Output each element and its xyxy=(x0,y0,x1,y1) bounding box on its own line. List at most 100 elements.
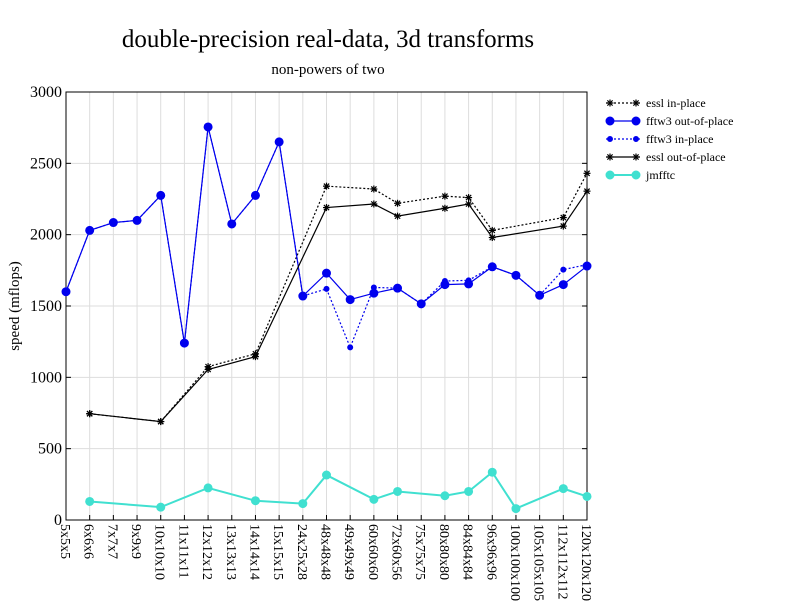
x-tick-label: 100x100x100 xyxy=(507,524,522,601)
data-point xyxy=(86,227,93,234)
data-point xyxy=(203,483,213,493)
legend-item: essl out-of-place xyxy=(606,150,726,164)
data-point xyxy=(559,222,567,230)
legend-item: jmfftc xyxy=(605,168,675,182)
data-point xyxy=(370,185,378,193)
star-stroke xyxy=(394,213,401,220)
legend-label: fftw3 in-place xyxy=(646,132,713,146)
series-line xyxy=(89,173,588,423)
x-tick-label: 49x49x49 xyxy=(341,524,356,580)
y-tick-label: 1500 xyxy=(30,298,62,315)
data-point xyxy=(487,467,497,477)
x-tick-label: 48x48x48 xyxy=(318,524,333,580)
star-stroke xyxy=(394,200,401,207)
legend-marker xyxy=(607,136,613,142)
star-stroke xyxy=(441,205,448,212)
star-stroke xyxy=(370,185,377,193)
data-point xyxy=(394,199,402,207)
star-stroke xyxy=(606,99,614,107)
x-tick-label: 60x60x60 xyxy=(365,524,380,580)
data-point xyxy=(323,204,330,212)
data-point xyxy=(441,192,449,200)
x-tick-label: 75x75x75 xyxy=(412,524,427,580)
data-point xyxy=(394,285,401,292)
data-point xyxy=(488,226,496,234)
data-point xyxy=(322,470,331,480)
x-tick-label: 24x25x28 xyxy=(294,524,309,580)
legend-marker xyxy=(632,153,640,161)
data-point xyxy=(465,277,472,284)
y-tick-label: 3000 xyxy=(30,84,62,101)
star-stroke xyxy=(560,214,567,221)
data-point xyxy=(63,288,69,295)
data-point xyxy=(558,484,568,494)
data-point xyxy=(157,192,164,199)
chart-title: double-precision real-data, 3d transform… xyxy=(121,26,535,53)
data-point xyxy=(465,200,473,208)
star-stroke xyxy=(489,227,496,234)
legend-marker xyxy=(605,116,615,126)
series-line xyxy=(89,470,588,510)
legend-marker xyxy=(632,99,640,107)
data-point xyxy=(181,340,188,347)
data-point xyxy=(345,295,355,305)
x-tick-label: 13x13x13 xyxy=(223,524,238,580)
y-tick-label: 2500 xyxy=(30,155,62,172)
data-point xyxy=(85,496,95,506)
star-stroke xyxy=(323,204,330,211)
data-point xyxy=(582,491,592,501)
y-axis-label: speed (mflops) xyxy=(7,261,23,351)
legend-label: essl in-place xyxy=(646,96,706,110)
data-point xyxy=(512,272,519,279)
data-point xyxy=(465,194,473,202)
star-stroke xyxy=(632,153,640,161)
data-point xyxy=(558,280,568,290)
x-tick-label: 10x10x10 xyxy=(152,524,167,580)
data-point xyxy=(110,219,117,226)
data-point xyxy=(228,220,235,227)
x-tick-label: 14x14x14 xyxy=(246,524,261,580)
data-point xyxy=(252,192,259,199)
star-stroke xyxy=(583,188,591,195)
data-point xyxy=(441,204,449,212)
data-point xyxy=(276,138,283,145)
y-tick-label: 1000 xyxy=(30,369,62,386)
x-tick-label: 84x84x84 xyxy=(460,524,475,580)
series-essl-in-place xyxy=(86,169,591,426)
x-tick-label: 12x12x12 xyxy=(199,524,214,580)
data-point xyxy=(347,344,354,351)
x-tick-label: 5x5x5 xyxy=(57,524,72,559)
data-point xyxy=(489,263,496,270)
data-point xyxy=(323,285,330,292)
data-point xyxy=(134,217,141,224)
x-tick-label: 9x9x9 xyxy=(128,524,143,559)
star-stroke xyxy=(560,223,567,230)
legend-label: jmfftc xyxy=(645,168,675,182)
legend-marker xyxy=(633,136,639,142)
legend-label: essl out-of-place xyxy=(646,150,726,164)
data-point xyxy=(536,292,543,299)
data-point xyxy=(583,169,591,177)
data-point xyxy=(560,266,567,273)
x-tick-label: 112x112x112 xyxy=(554,524,569,599)
data-point xyxy=(156,502,166,512)
star-stroke xyxy=(370,200,377,208)
legend-item: fftw3 in-place xyxy=(606,132,713,146)
data-point xyxy=(464,486,474,496)
star-stroke xyxy=(252,353,259,360)
x-tick-label: 96x96x96 xyxy=(483,524,498,580)
data-point xyxy=(394,212,402,220)
star-stroke xyxy=(205,366,212,373)
star-stroke xyxy=(441,193,448,200)
y-tick-label: 0 xyxy=(54,512,62,529)
data-point xyxy=(322,268,331,278)
series-line xyxy=(65,126,588,349)
data-point xyxy=(323,182,330,190)
chart-subtitle: non-powers of two xyxy=(271,62,385,78)
data-point xyxy=(488,234,496,242)
data-point xyxy=(250,496,260,506)
data-point xyxy=(251,353,259,361)
data-point xyxy=(86,410,94,418)
data-point xyxy=(584,261,590,268)
